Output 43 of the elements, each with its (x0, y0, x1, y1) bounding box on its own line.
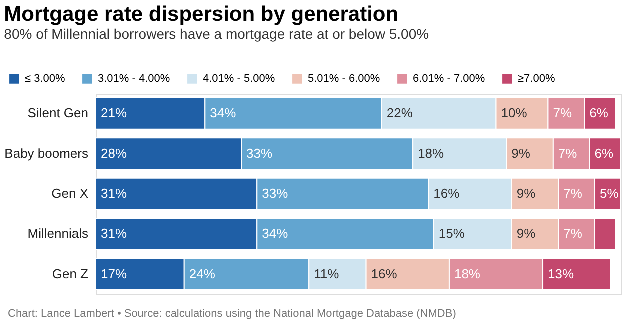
data-label: 24% (189, 266, 216, 282)
legend-label: 3.01% - 4.00% (98, 72, 170, 85)
data-label: 28% (101, 146, 128, 161)
data-label: 6% (594, 146, 614, 161)
data-label: 31% (101, 186, 128, 201)
data-label: 10% (501, 106, 528, 121)
data-label: 18% (418, 146, 445, 161)
chart-subtitle: 80% of Millennial borrowers have a mortgage rate at or below 5.00% (4, 26, 430, 42)
data-label: 9% (516, 186, 536, 201)
legend-label: ≤ 3.00% (25, 72, 66, 85)
data-label: 16% (434, 186, 460, 201)
data-label: 21% (101, 106, 128, 121)
data-label: 15% (438, 226, 466, 242)
y-tick-label: Baby boomers (4, 146, 89, 161)
data-label: 7% (558, 146, 578, 161)
data-label: 6% (590, 106, 609, 121)
y-tick-label: Millennials (28, 226, 89, 242)
data-label: 11% (314, 266, 340, 282)
data-label: 17% (101, 266, 128, 282)
data-label: 7% (564, 226, 583, 242)
text: Chart: Lance Lambert • Source: calculations using the National Mortgage Database (NMDB) (8, 308, 456, 320)
data-label: 16% (371, 266, 398, 282)
legend-label: 5.01% - 6.00% (308, 72, 380, 85)
data-label: 7% (553, 106, 572, 121)
legend-label: 4.01% - 5.00% (203, 72, 276, 85)
legend-label: 6.01% - 7.00% (413, 72, 486, 85)
data-label: 33% (262, 186, 289, 201)
chart-title: Mortgage rate dispersion by generation (4, 3, 399, 26)
data-label: 34% (262, 226, 289, 242)
data-label: 13% (548, 266, 574, 282)
data-label: 9% (512, 146, 531, 161)
y-tick-label: Gen Z (52, 266, 89, 282)
data-label: 31% (101, 226, 128, 242)
data-label: 18% (454, 266, 481, 282)
data-label: 9% (516, 226, 536, 242)
data-label: 33% (246, 146, 274, 161)
data-label: 34% (210, 106, 237, 121)
data-label: 7% (564, 186, 583, 201)
data-label: 5% (600, 186, 620, 201)
legend-label: ≥7.00% (518, 72, 556, 85)
y-tick-label: Gen X (52, 186, 89, 201)
data-label: 22% (386, 106, 414, 121)
y-tick-label: Silent Gen (28, 106, 88, 121)
